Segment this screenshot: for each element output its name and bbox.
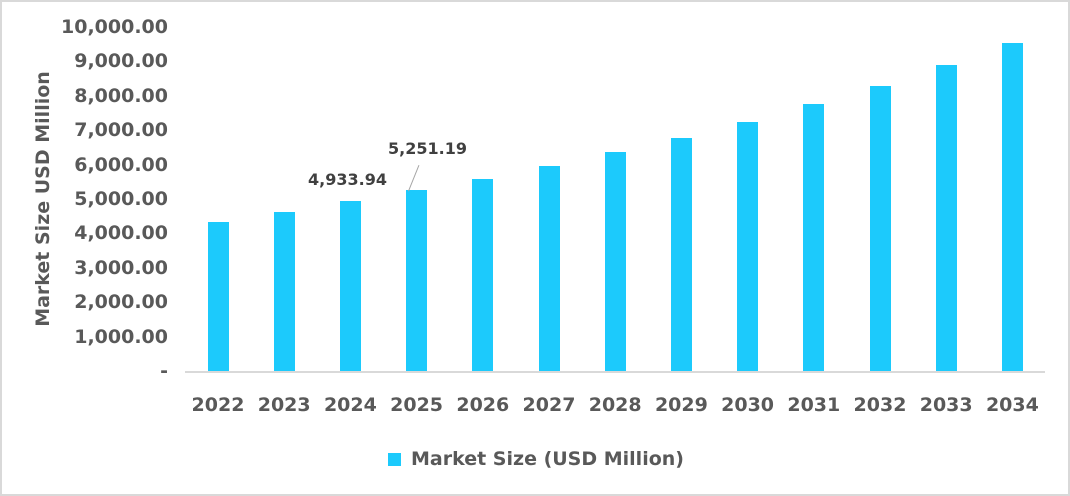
y-tick-label: 7,000.00 — [74, 119, 168, 142]
legend-swatch-icon — [388, 452, 401, 466]
x-tick-label: 2025 — [390, 394, 444, 416]
y-tick-label: 10,000.00 — [61, 16, 168, 38]
y-tick-label: 2,000.00 — [74, 291, 168, 314]
y-tick-label: 4,000.00 — [74, 222, 168, 245]
bar-2027 — [538, 165, 560, 371]
bar-2023 — [273, 212, 295, 371]
legend-label: Market Size (USD Million) — [411, 448, 684, 470]
y-axis-title: Market Size USD Million — [32, 71, 54, 327]
y-tick-label: 8,000.00 — [74, 84, 168, 107]
x-tick-label: 2030 — [721, 394, 775, 416]
x-tick-label: 2029 — [654, 394, 708, 416]
x-tick-label: 2033 — [919, 394, 973, 416]
bar-2031 — [803, 104, 825, 371]
bar-2026 — [472, 179, 494, 371]
bar-2022 — [207, 222, 229, 371]
y-tick-label: 9,000.00 — [74, 50, 168, 73]
x-tick-label: 2023 — [257, 394, 311, 416]
y-tick-label: 3,000.00 — [74, 256, 168, 279]
bar-2033 — [935, 64, 957, 371]
y-tick-label: 1,000.00 — [74, 325, 168, 348]
x-tick-label: 2032 — [853, 394, 907, 416]
y-tick-label: 5,000.00 — [74, 188, 168, 210]
x-tick-label: 2022 — [191, 394, 245, 416]
y-tick-label: 6,000.00 — [74, 153, 168, 176]
x-tick-label: 2028 — [588, 394, 642, 416]
data-label-2025: 5,251.19 — [388, 139, 467, 158]
legend: Market Size (USD Million) — [388, 448, 684, 470]
x-tick-label: 2027 — [522, 394, 576, 416]
bar-2030 — [737, 121, 759, 371]
y-tick-label: - — [160, 360, 168, 382]
bar-2029 — [670, 138, 692, 371]
bar-2028 — [604, 151, 626, 371]
bar-2025 — [406, 190, 428, 371]
x-tick-label: 2026 — [456, 394, 510, 416]
x-tick-label: 2031 — [787, 394, 841, 416]
bar-2024 — [339, 201, 361, 371]
data-label-2024: 4,933.94 — [308, 170, 387, 189]
x-tick-label: 2034 — [985, 394, 1039, 416]
bar-2032 — [869, 85, 891, 371]
bar-2034 — [1001, 42, 1023, 371]
x-tick-label: 2024 — [323, 394, 377, 416]
x-axis-line — [185, 371, 1045, 373]
